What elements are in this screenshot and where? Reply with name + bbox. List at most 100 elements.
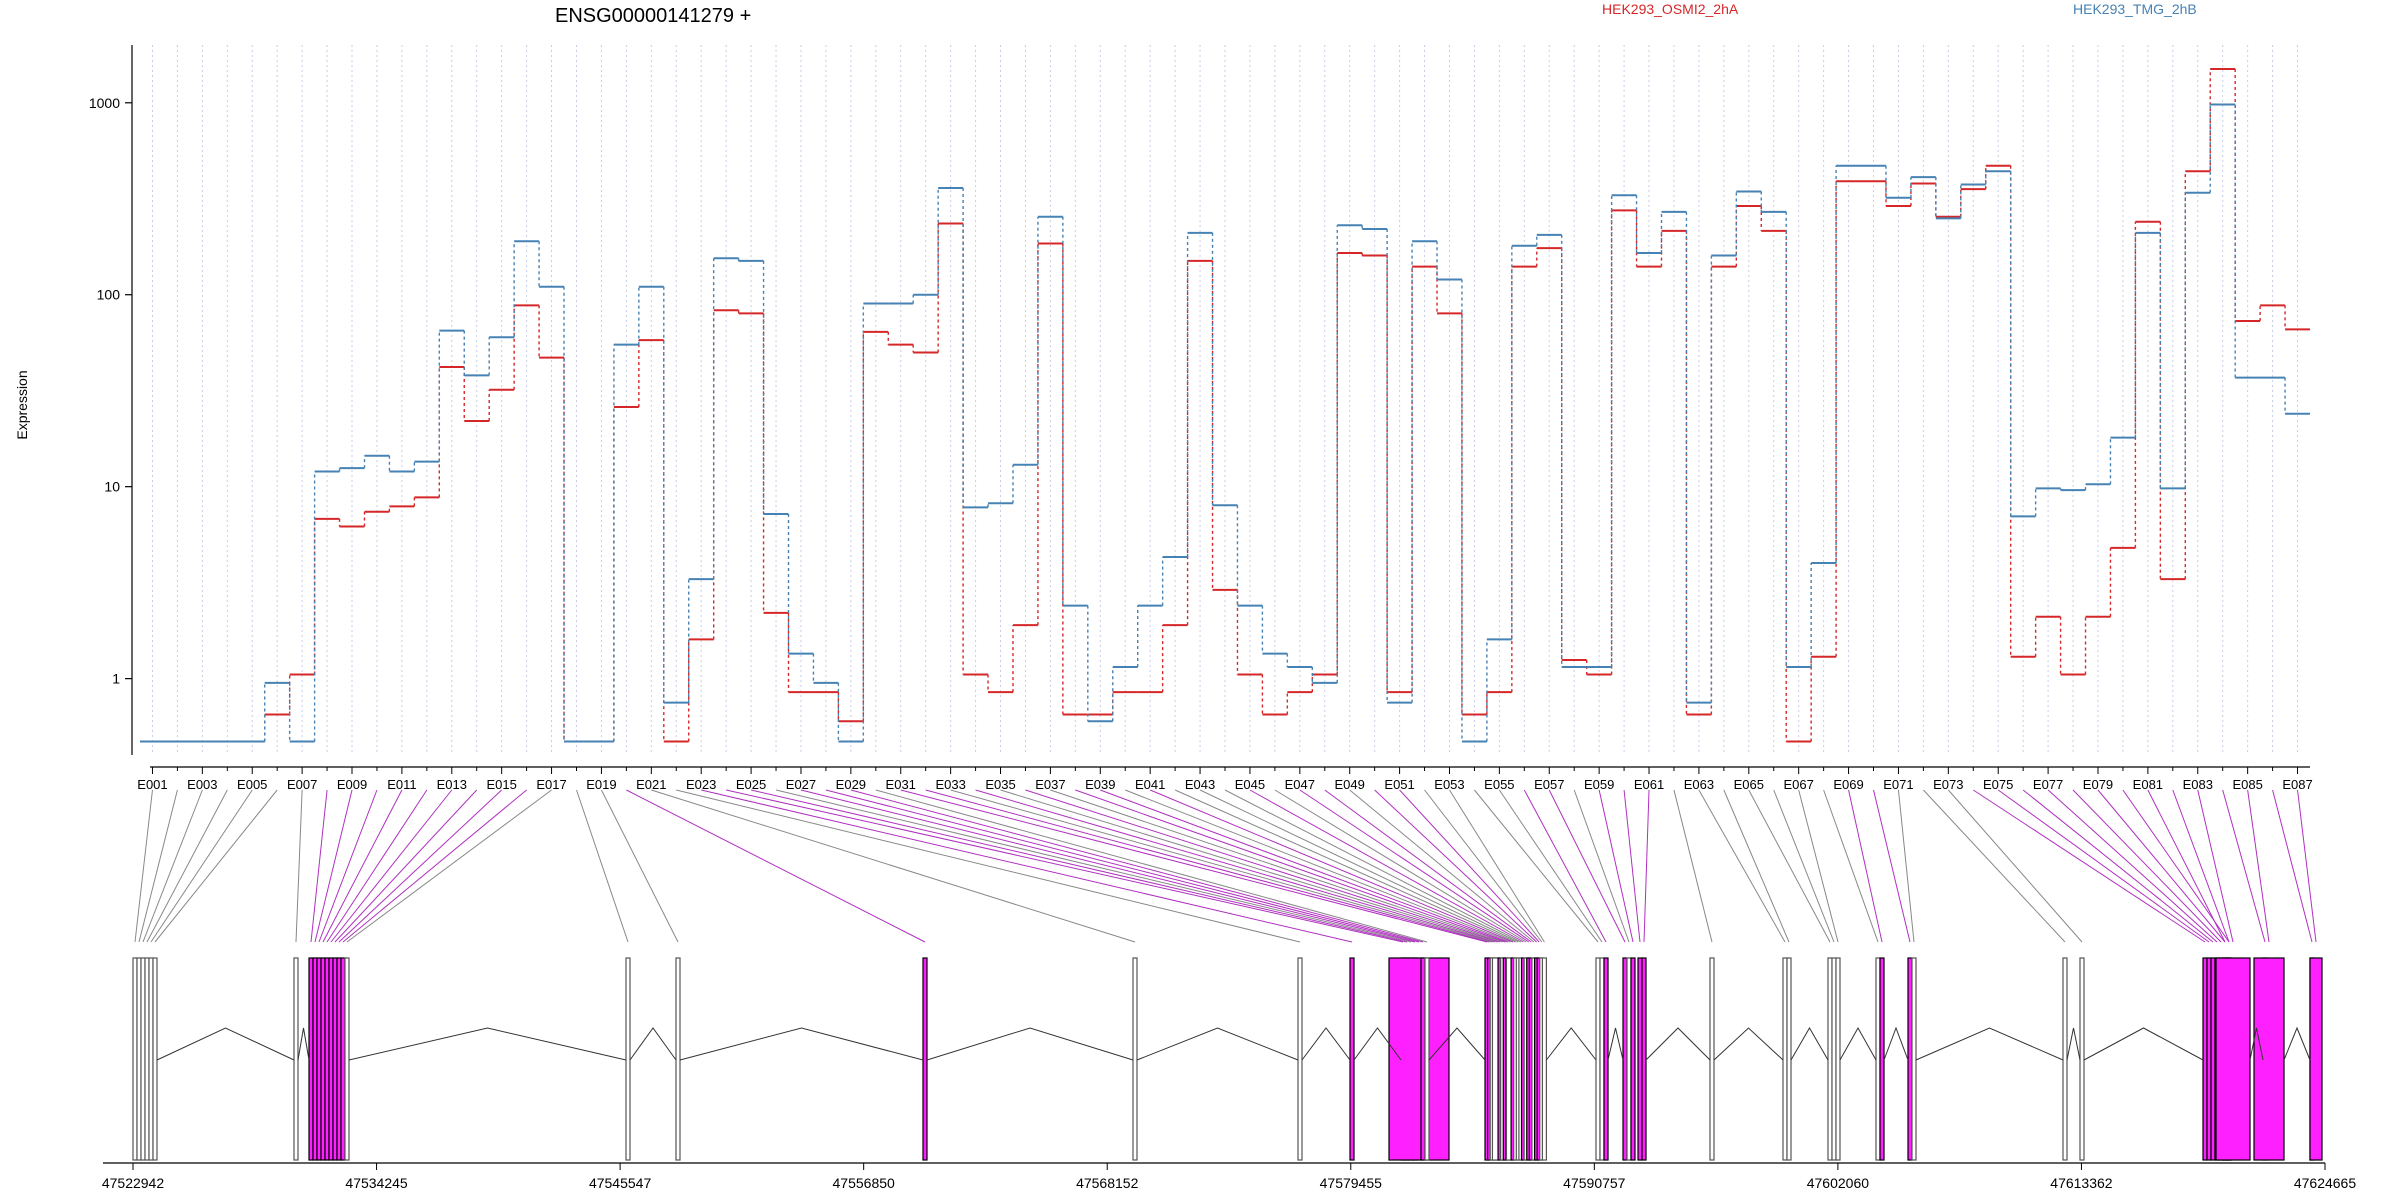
plot-axes: 1 10 100 1000: [89, 45, 2310, 774]
x-tick-label-E073: E073: [1933, 777, 1963, 792]
intron-E056: [1607, 1027, 1624, 1061]
x-tick-label-E019: E019: [586, 777, 616, 792]
x-tick-label-E067: E067: [1783, 777, 1813, 792]
connector-E024: [726, 789, 1404, 943]
connector-E013: [330, 789, 453, 943]
connector-E041: [1149, 789, 1514, 943]
x-tick-label-E029: E029: [836, 777, 866, 792]
x-tick-label-E003: E003: [187, 777, 217, 792]
exon-block-E004: [144, 957, 150, 1161]
x-tick-label-E007: E007: [287, 777, 317, 792]
connector-E081: [2147, 789, 2226, 943]
genome-tick-label-47624665: 47624665: [2294, 1175, 2357, 1191]
connector-E003: [142, 789, 203, 943]
connector-E004: [146, 789, 228, 943]
exon-block-E053: [1541, 957, 1547, 1161]
x-tick-label-E079: E079: [2083, 777, 2113, 792]
x-tick-label-E031: E031: [886, 777, 916, 792]
connector-E035: [1000, 789, 1498, 943]
transcript-track: [132, 957, 2323, 1161]
intron-E073: [2083, 1027, 2204, 1061]
x-tick-label-E087: E087: [2282, 777, 2312, 792]
x-tick-label-E061: E061: [1634, 777, 1664, 792]
connector-E082: [2172, 789, 2230, 943]
intron-E061: [1645, 1027, 1711, 1061]
x-tick-label-E017: E017: [536, 777, 566, 792]
y-axis-label: Expression: [14, 370, 30, 439]
connector-E022: [676, 789, 1301, 943]
connector-E040: [1125, 789, 1511, 943]
x-tick-label-E049: E049: [1335, 777, 1365, 792]
chart-title: ENSG00000141279 +: [555, 5, 751, 27]
genome-tick-label-47545547: 47545547: [589, 1175, 652, 1191]
connector-E075: [1997, 789, 2210, 943]
x-tick-label-E027: E027: [786, 777, 816, 792]
genome-tick-label-47613362: 47613362: [2050, 1175, 2113, 1191]
x-tick-label-E053: E053: [1434, 777, 1464, 792]
connector-E002: [138, 789, 178, 943]
exon-block-E071: [1911, 957, 1917, 1161]
x-tick-label-E069: E069: [1833, 777, 1863, 792]
connector-E083: [2197, 789, 2234, 943]
exon-connectors: [134, 789, 2317, 943]
genome-tick-label-47568152: 47568152: [1076, 1175, 1139, 1191]
x-tick-label-E013: E013: [437, 777, 467, 792]
connector-E051: [1399, 789, 1540, 943]
connector-E059: [1598, 789, 1634, 943]
connector-E032: [925, 789, 1490, 943]
connector-E034: [975, 789, 1495, 943]
x-tick-label-E037: E037: [1035, 777, 1065, 792]
connector-E072: [1923, 789, 2066, 943]
x-tick-label-E065: E065: [1734, 777, 1764, 792]
connector-E008: [310, 789, 328, 943]
connector-E063: [1698, 789, 1786, 943]
intron-E022: [1301, 1027, 1351, 1061]
exon-block-E085: [2253, 957, 2285, 1161]
connector-E074: [1973, 789, 2206, 943]
intron-E069: [1883, 1026, 1909, 1061]
connector-E054: [1474, 789, 1599, 943]
connector-E020: [626, 789, 926, 943]
intron-E030: [1428, 1027, 1486, 1061]
legend-entry-osmi2: HEK293_OSMI2_2hA: [1602, 1, 1739, 17]
intron-E072: [2066, 1027, 2081, 1061]
connector-E069: [1848, 789, 1883, 943]
series-lines: [140, 67, 2310, 743]
exon-block-E028: [1388, 957, 1450, 1161]
exon-block-E012: [324, 957, 330, 1161]
connector-E067: [1798, 789, 1839, 943]
intron-E064: [1790, 1027, 1829, 1061]
genome-tick-label-47590757: 47590757: [1563, 1175, 1626, 1191]
exon-block-E069: [1879, 957, 1885, 1161]
exon-block-E003: [140, 957, 146, 1161]
x-tick-label-E085: E085: [2232, 777, 2262, 792]
connector-E047: [1299, 789, 1530, 943]
x-tick-label-E081: E081: [2133, 777, 2163, 792]
x-tick-label-E009: E009: [337, 777, 367, 792]
connector-E058: [1573, 789, 1630, 943]
exon-block-E015: [336, 957, 342, 1161]
connector-E007: [295, 789, 303, 943]
exon-block-E075: [2206, 957, 2212, 1161]
y-tick-label-1000: 1000: [89, 95, 120, 111]
connector-E021: [651, 789, 1136, 943]
x-tick-label-E059: E059: [1584, 777, 1614, 792]
x-tick-label-E011: E011: [387, 777, 416, 792]
genome-coordinate-axis: 47522942 47534245 47545547 47556850 47568152…: [102, 1162, 2357, 1191]
genome-tick-label-47534245: 47534245: [345, 1175, 408, 1191]
connector-E078: [2072, 789, 2222, 943]
connector-E080: [2122, 789, 2230, 943]
x-tick-label-E043: E043: [1185, 777, 1215, 792]
connector-E015: [338, 789, 503, 943]
intron-E053: [1545, 1027, 1597, 1061]
exon-block-E019: [675, 957, 681, 1161]
intron-E017: [348, 1027, 627, 1061]
y-tick-label-100: 100: [97, 287, 121, 303]
connector-E086: [2272, 789, 2313, 943]
connector-E085: [2247, 789, 2270, 943]
x-tick-label-E057: E057: [1534, 777, 1564, 792]
connector-E064: [1723, 789, 1790, 943]
connector-E048: [1324, 789, 1532, 943]
x-tick-label-E071: E071: [1883, 777, 1913, 792]
